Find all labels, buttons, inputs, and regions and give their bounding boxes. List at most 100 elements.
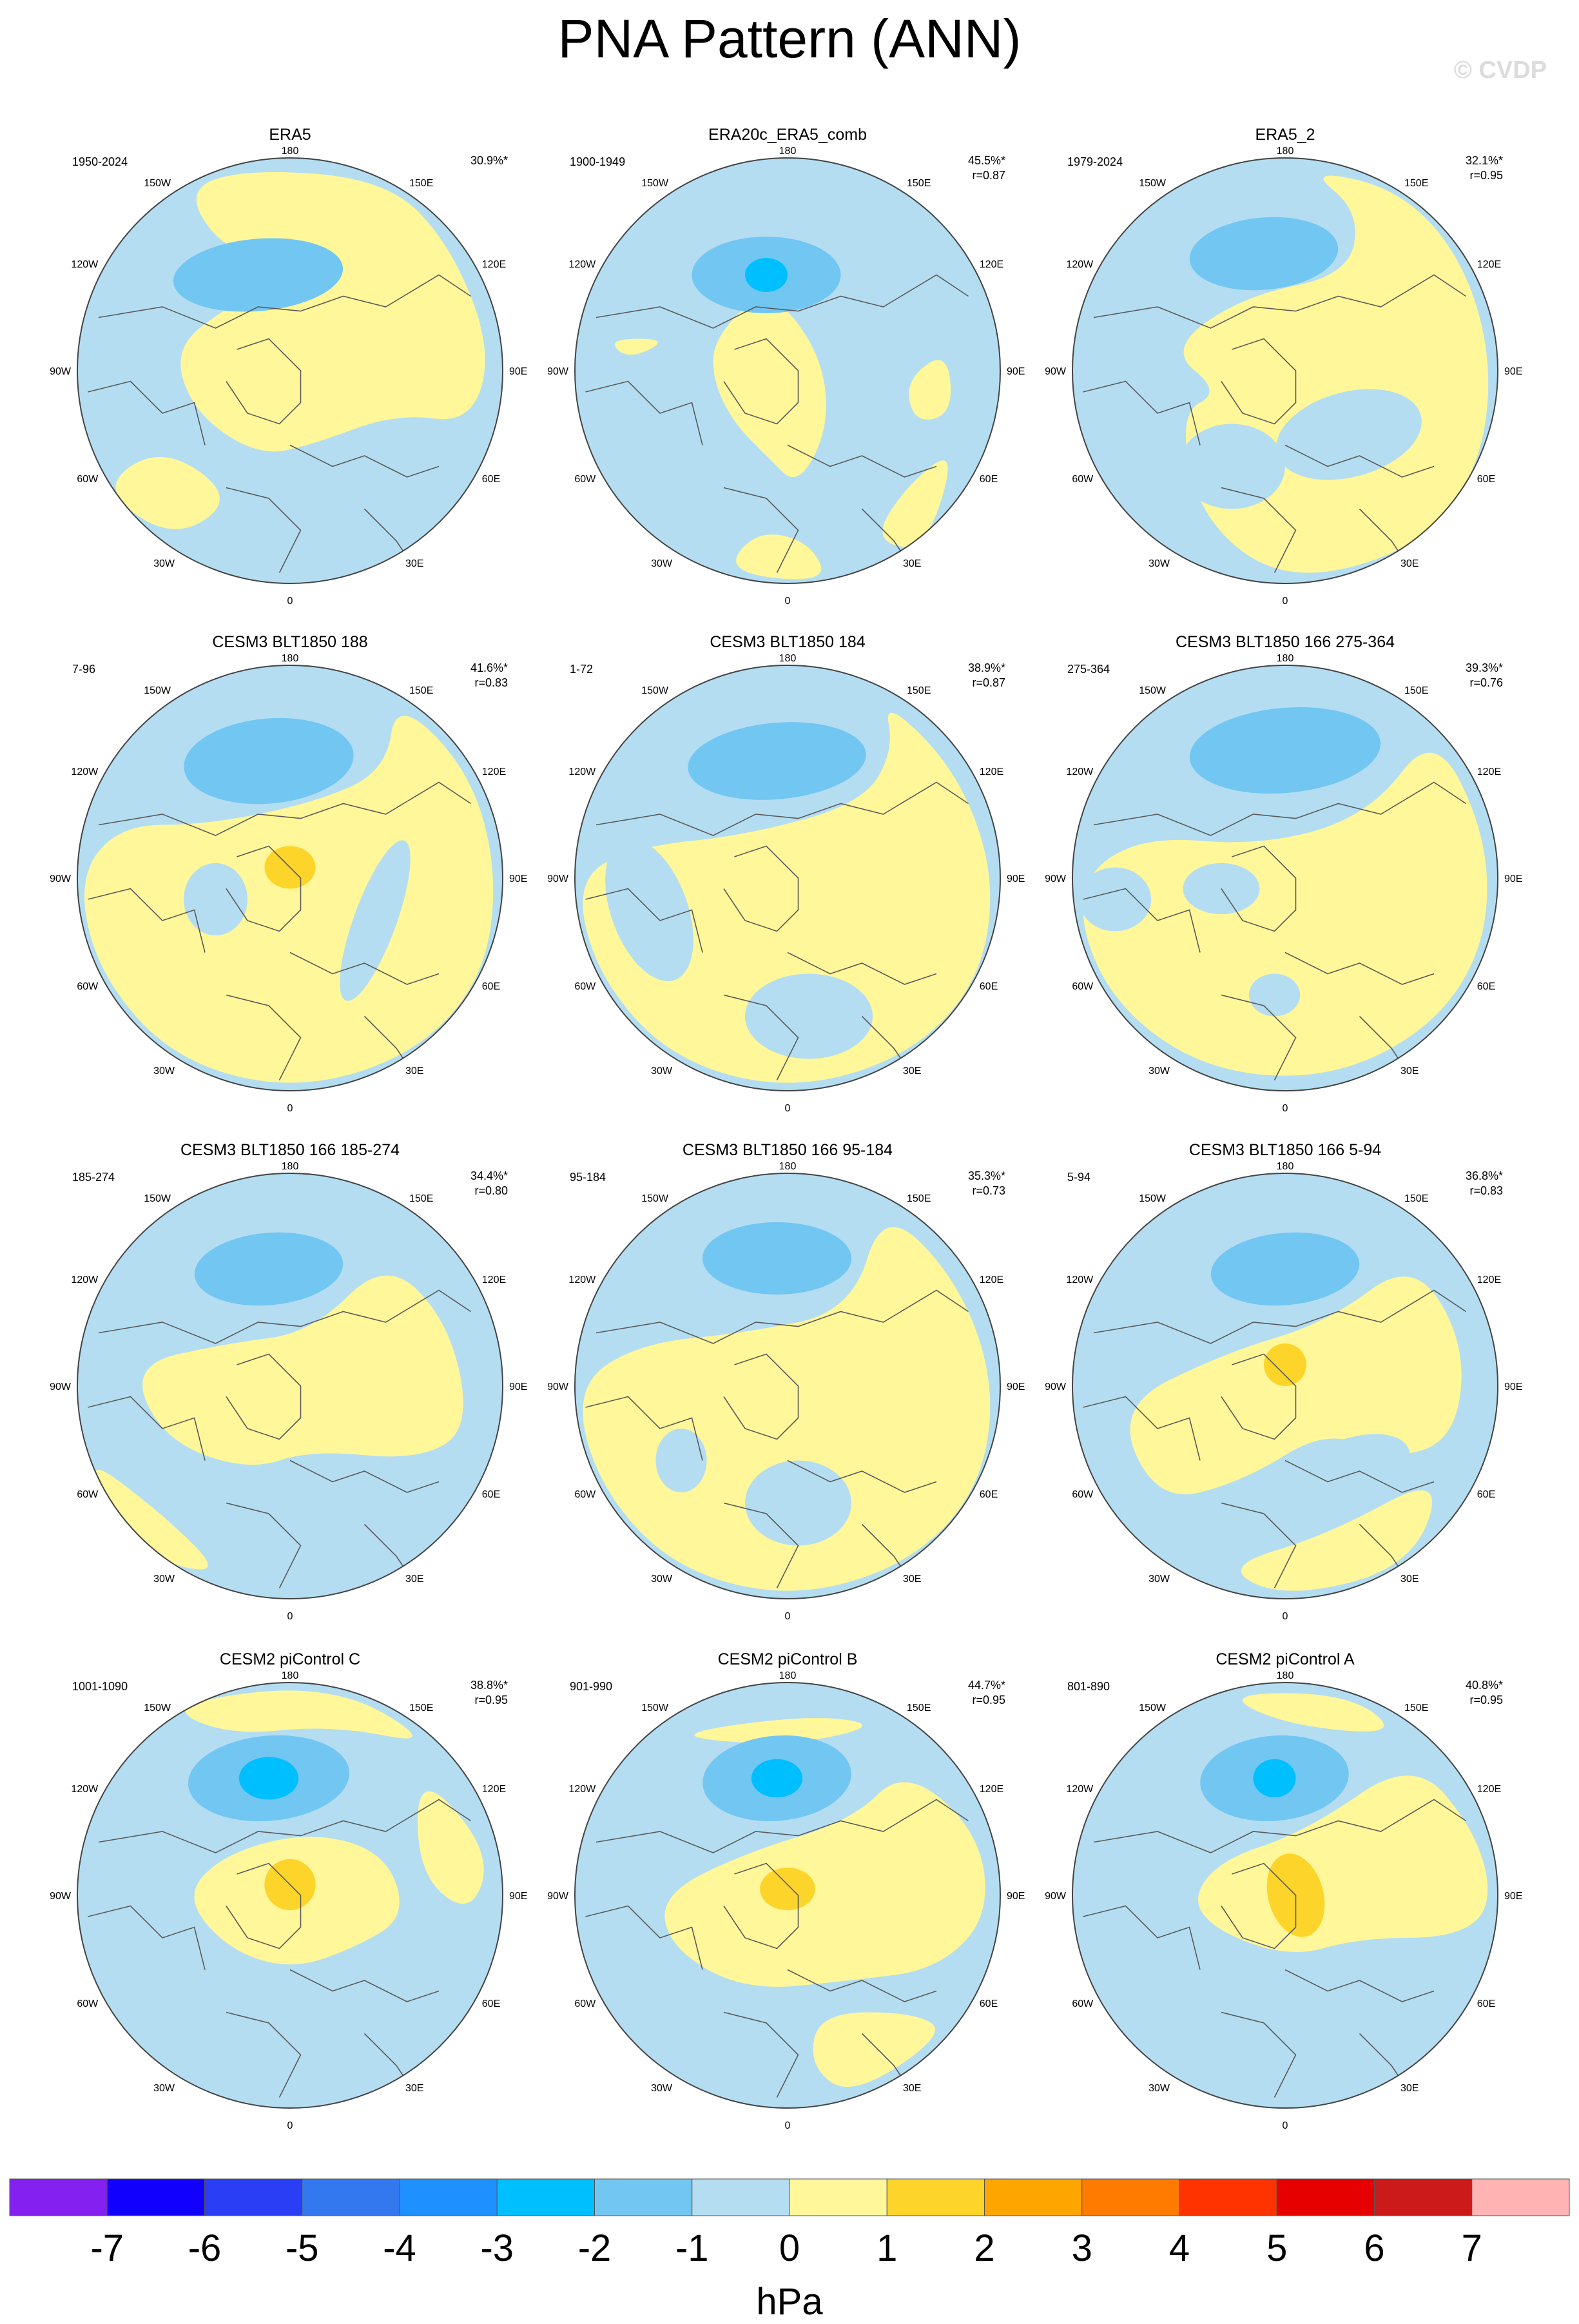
lon-tick-label: 150W bbox=[1139, 178, 1167, 189]
lon-tick-label: 30E bbox=[405, 2083, 423, 2094]
lon-tick-label: 120W bbox=[71, 1784, 99, 1795]
lon-tick-label: 150W bbox=[641, 1193, 669, 1204]
panel-pct: 30.9%* bbox=[470, 154, 508, 167]
lon-tick-label: 120E bbox=[482, 259, 506, 270]
lon-tick-label: 30E bbox=[903, 1574, 921, 1585]
colorbar-swatch bbox=[9, 2178, 108, 2216]
positive-region bbox=[813, 2012, 935, 2087]
lon-tick-label: 90E bbox=[1504, 1382, 1522, 1392]
lon-tick-label: 150E bbox=[409, 178, 433, 189]
lon-tick-label: 150E bbox=[1404, 685, 1428, 696]
panel-title: ERA20c_ERA5_comb bbox=[708, 126, 867, 144]
panel-pct: 41.6%* bbox=[470, 661, 508, 674]
positive-region bbox=[1083, 752, 1487, 1076]
lon-tick-label: 0 bbox=[1283, 1611, 1288, 1622]
map-border bbox=[1072, 665, 1498, 1091]
lon-tick-label: 90E bbox=[1504, 366, 1522, 377]
map-panel: CESM2 piControl A 801-890 40.8%* r=0.95 180 0… bbox=[1045, 1650, 1522, 2131]
map-border bbox=[574, 1173, 1001, 1599]
map-panel: CESM3 BLT1850 184 1-72 38.9%* r=0.87 180 0 150… bbox=[547, 633, 1025, 1114]
lon-tick-label: 150W bbox=[641, 178, 669, 189]
lon-tick-label: 180 bbox=[282, 1161, 299, 1172]
lon-tick-label: 60E bbox=[980, 1489, 998, 1500]
lon-tick-label: 30W bbox=[153, 1574, 175, 1585]
lon-tick-label: 150E bbox=[907, 178, 931, 189]
panel-years: 1979-2024 bbox=[1067, 155, 1123, 168]
map-border bbox=[77, 665, 503, 1091]
lon-tick-label: 90E bbox=[509, 366, 527, 377]
coastlines bbox=[585, 1289, 969, 1588]
panel-pct: 32.1%* bbox=[1466, 154, 1503, 167]
anomaly-blob bbox=[745, 1460, 851, 1546]
lon-tick-label: 60W bbox=[77, 1998, 99, 2009]
lon-tick-label: 0 bbox=[1283, 1103, 1288, 1114]
lon-tick-label: 150E bbox=[1404, 178, 1428, 189]
anomaly-blob bbox=[1078, 867, 1152, 932]
lon-tick-label: 30E bbox=[405, 558, 423, 569]
lon-tick-label: 150E bbox=[409, 1193, 433, 1204]
lon-tick-label: 30E bbox=[903, 1066, 921, 1077]
lon-tick-label: 120E bbox=[482, 1784, 506, 1795]
map-border bbox=[77, 1173, 503, 1599]
lon-tick-label: 90W bbox=[547, 874, 569, 884]
map-border bbox=[77, 1682, 503, 2109]
lon-tick-label: 30W bbox=[1148, 1066, 1170, 1077]
lon-tick-label: 150W bbox=[1139, 1193, 1167, 1204]
colorbar-swatch bbox=[1179, 2178, 1277, 2216]
lon-tick-label: 30E bbox=[1400, 558, 1419, 569]
lon-tick-label: 180 bbox=[779, 653, 797, 664]
lon-tick-label: 180 bbox=[779, 146, 797, 157]
lon-tick-label: 90E bbox=[1504, 874, 1522, 884]
lon-tick-label: 180 bbox=[1277, 653, 1294, 664]
map-border bbox=[1072, 1682, 1498, 2109]
lon-tick-label: 30W bbox=[651, 558, 673, 569]
lon-tick-label: 180 bbox=[1277, 1161, 1294, 1172]
panel-pct: 45.5%* bbox=[968, 154, 1005, 167]
lon-tick-label: 120W bbox=[1066, 1784, 1094, 1795]
positive-region bbox=[186, 1690, 412, 1739]
lon-tick-label: 60E bbox=[482, 981, 500, 992]
coastlines bbox=[1083, 1799, 1466, 2098]
map-panel: ERA5_2 1979-2024 32.1%* r=0.95 180 0 150W 150E 1… bbox=[1045, 126, 1522, 607]
panel-title: CESM3 BLT1850 184 bbox=[710, 633, 865, 651]
lon-tick-label: 120E bbox=[1477, 259, 1501, 270]
lon-tick-label: 60W bbox=[77, 474, 99, 485]
colorbar-tick-label: -2 bbox=[578, 2227, 612, 2269]
colorbar-units: hPa bbox=[756, 2281, 823, 2323]
lon-tick-label: 120E bbox=[482, 767, 506, 777]
lon-tick-label: 90W bbox=[547, 1891, 569, 1902]
map-border bbox=[574, 157, 1001, 584]
positive-region bbox=[614, 338, 658, 355]
lon-tick-label: 120W bbox=[568, 259, 596, 270]
panel-title: ERA5 bbox=[269, 126, 311, 144]
lon-tick-label: 60E bbox=[482, 1489, 500, 1500]
colorbar-swatch bbox=[1374, 2178, 1473, 2216]
lon-tick-label: 90W bbox=[50, 1382, 72, 1392]
anomaly-blob bbox=[1179, 424, 1285, 509]
lon-tick-label: 90W bbox=[50, 366, 72, 377]
lon-tick-label: 120E bbox=[1477, 1274, 1501, 1285]
lon-tick-label: 180 bbox=[779, 1670, 797, 1681]
map-border bbox=[1072, 1173, 1498, 1599]
positive-region bbox=[909, 360, 951, 420]
colorbar-swatch bbox=[984, 2178, 1083, 2216]
colorbar-tick-label: 3 bbox=[1072, 2227, 1092, 2269]
panel-r: r=0.83 bbox=[1469, 1184, 1503, 1197]
lon-tick-label: 60W bbox=[574, 981, 596, 992]
positive-region bbox=[713, 300, 826, 478]
colorbar-swatch bbox=[1081, 2178, 1180, 2216]
lon-tick-label: 120W bbox=[71, 1274, 99, 1285]
lon-tick-label: 120W bbox=[568, 767, 596, 777]
lon-tick-label: 150E bbox=[907, 1703, 931, 1714]
lon-tick-label: 120E bbox=[980, 259, 1003, 270]
lon-tick-label: 150W bbox=[144, 1193, 171, 1204]
panel-pct: 39.3%* bbox=[1466, 661, 1503, 674]
panel-r: r=0.80 bbox=[474, 1184, 508, 1197]
lon-tick-label: 90W bbox=[1045, 874, 1067, 884]
lon-tick-label: 150E bbox=[409, 685, 433, 696]
lon-tick-label: 120E bbox=[1477, 767, 1501, 777]
lon-tick-label: 0 bbox=[785, 1103, 791, 1114]
positive-region bbox=[115, 456, 220, 529]
anomaly-blob bbox=[655, 1429, 707, 1492]
anomaly-blob bbox=[1248, 973, 1301, 1017]
